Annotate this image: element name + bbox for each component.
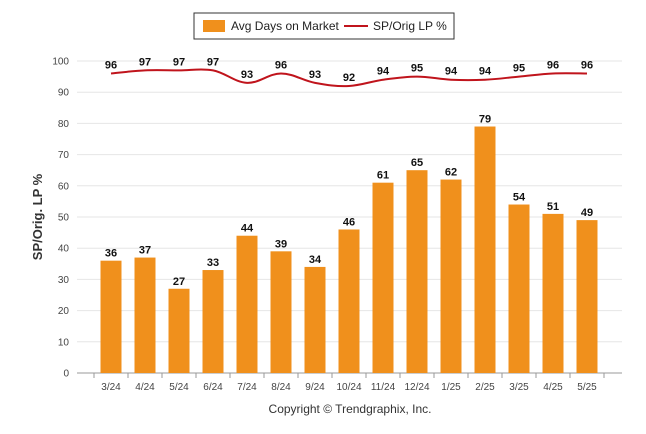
x-tick-label: 3/24: [101, 382, 121, 393]
line-value-label: 95: [513, 63, 525, 75]
x-tick-label: 10/24: [336, 382, 361, 393]
bar-value-label: 46: [343, 216, 355, 228]
line-value-label: 96: [105, 59, 117, 71]
bar: [372, 182, 394, 373]
bar: [508, 204, 530, 373]
y-axis-title: SP/Orig. LP %: [30, 173, 45, 260]
bar-value-label: 61: [377, 170, 389, 182]
bar-value-label: 34: [309, 254, 322, 266]
x-tick-label: 9/24: [305, 382, 325, 393]
line-value-label: 94: [479, 66, 492, 78]
line-value-label: 94: [377, 66, 390, 78]
line-value-label: 97: [207, 56, 219, 68]
bar-value-label: 49: [581, 207, 593, 219]
line-value-label: 96: [275, 59, 287, 71]
bar-value-label: 27: [173, 276, 185, 288]
y-tick-label: 30: [58, 275, 70, 286]
line-value-label: 97: [139, 56, 151, 68]
copyright-text: Copyright © Trendgraphix, Inc.: [269, 402, 432, 416]
bar: [236, 235, 258, 373]
x-tick-label: 5/24: [169, 382, 189, 393]
data-labels: 36 37 27 33 44 39 34 46 61 65 62 79 54 51 49 96 97 97 97 93…: [105, 56, 593, 287]
bar-value-label: 33: [207, 257, 219, 269]
line-series: [110, 68, 588, 88]
bar: [542, 213, 564, 373]
legend-bar-swatch: [203, 20, 225, 32]
line-value-label: 96: [547, 59, 559, 71]
y-tick-label: 0: [63, 369, 69, 380]
y-axis-ticks: 0 10 20 30 40 50 60 70 80 90 100: [52, 57, 69, 380]
y-tick-label: 40: [58, 244, 70, 255]
bar: [100, 260, 122, 373]
x-tick-label: 3/25: [509, 382, 529, 393]
bar-value-label: 51: [547, 201, 559, 213]
line-value-label: 93: [309, 69, 321, 81]
line-series-path: [110, 68, 588, 88]
bar: [440, 179, 462, 373]
bar: [304, 266, 326, 373]
bar-series: [100, 126, 598, 374]
y-tick-label: 60: [58, 181, 70, 192]
x-tick-label: 4/25: [543, 382, 563, 393]
line-value-label: 96: [581, 59, 593, 71]
bar: [202, 270, 224, 373]
bar-value-label: 62: [445, 167, 457, 179]
x-tick-label: 1/25: [441, 382, 461, 393]
bar-value-label: 39: [275, 238, 287, 250]
y-tick-label: 90: [58, 88, 70, 99]
bar-value-label: 79: [479, 114, 491, 126]
bar-value-label: 44: [241, 223, 254, 235]
x-axis-ticks: 3/24 4/24 5/24 6/24 7/24 8/24 9/24 10/24 11/24 12…: [93, 373, 605, 393]
x-tick-label: 8/24: [271, 382, 291, 393]
bar: [406, 170, 428, 373]
line-value-label: 92: [343, 72, 355, 84]
y-tick-label: 50: [58, 213, 70, 224]
y-tick-label: 10: [58, 337, 70, 348]
bar: [168, 288, 190, 373]
x-tick-label: 5/25: [577, 382, 597, 393]
legend-box: [193, 12, 455, 40]
x-tick-label: 2/25: [475, 382, 495, 393]
y-tick-label: 80: [58, 119, 70, 130]
x-tick-label: 6/24: [203, 382, 223, 393]
bar: [134, 257, 156, 373]
bar: [576, 220, 598, 373]
y-tick-label: 100: [52, 57, 69, 68]
bar: [474, 126, 496, 374]
legend: Avg Days on Market SP/Orig LP %: [193, 12, 455, 40]
x-tick-label: 4/24: [135, 382, 155, 393]
line-value-label: 94: [445, 66, 458, 78]
y-tick-label: 70: [58, 150, 70, 161]
legend-bar-label: Avg Days on Market: [231, 19, 339, 33]
bar-value-label: 37: [139, 245, 151, 257]
bar: [338, 229, 360, 373]
legend-line-label: SP/Orig LP %: [373, 19, 447, 33]
y-tick-label: 20: [58, 306, 70, 317]
x-tick-label: 12/24: [404, 382, 429, 393]
x-tick-label: 7/24: [237, 382, 257, 393]
bar: [270, 251, 292, 373]
line-value-label: 93: [241, 69, 253, 81]
x-tick-label: 11/24: [371, 382, 396, 393]
bar-value-label: 36: [105, 248, 117, 260]
bar-value-label: 65: [411, 157, 423, 169]
line-value-label: 95: [411, 63, 423, 75]
bar-value-label: 54: [513, 192, 526, 204]
line-value-label: 97: [173, 56, 185, 68]
